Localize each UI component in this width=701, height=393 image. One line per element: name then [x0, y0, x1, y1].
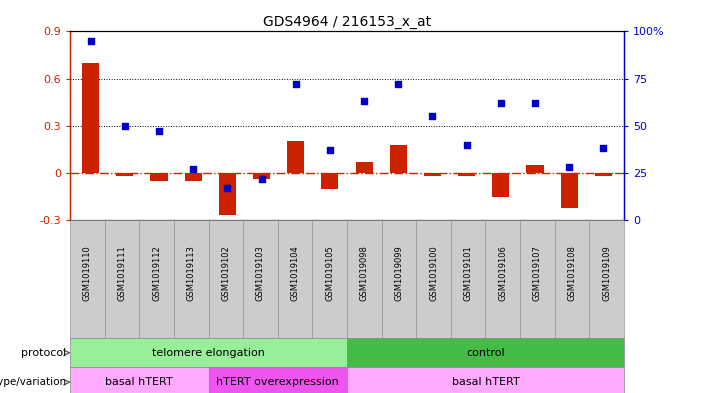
Text: GSM1019100: GSM1019100 [429, 245, 438, 301]
Point [256, 175, 267, 182]
Text: GSM1019112: GSM1019112 [152, 245, 161, 301]
Title: GDS4964 / 216153_x_at: GDS4964 / 216153_x_at [263, 15, 431, 29]
Bar [253, 173, 270, 179]
Point [358, 98, 369, 105]
Text: GSM1019113: GSM1019113 [186, 245, 196, 301]
Bar [321, 173, 339, 189]
Text: control: control [466, 348, 505, 358]
Bar [219, 173, 236, 215]
Text: hTERT overexpression: hTERT overexpression [217, 377, 339, 387]
Point [529, 100, 540, 106]
Bar [561, 173, 578, 208]
Text: GSM1019105: GSM1019105 [325, 245, 334, 301]
Text: GSM1019098: GSM1019098 [360, 245, 369, 301]
Bar [595, 173, 612, 176]
Point [290, 81, 301, 87]
Text: basal hTERT: basal hTERT [451, 377, 519, 387]
Text: telomere elongation: telomere elongation [152, 348, 265, 358]
Bar [82, 63, 99, 173]
Point [85, 38, 96, 44]
Bar [287, 141, 304, 173]
Text: GSM1019102: GSM1019102 [222, 245, 231, 301]
Bar [151, 173, 168, 181]
Text: basal hTERT: basal hTERT [105, 377, 173, 387]
Text: GSM1019106: GSM1019106 [498, 245, 508, 301]
Bar [184, 173, 202, 181]
Bar [390, 145, 407, 173]
Bar [424, 173, 441, 176]
Bar [526, 165, 543, 173]
Point [325, 147, 336, 153]
Point [461, 141, 472, 148]
Text: GSM1019111: GSM1019111 [118, 245, 126, 301]
Point [564, 164, 575, 171]
Point [119, 123, 130, 129]
Text: GSM1019101: GSM1019101 [463, 245, 472, 301]
Point [427, 113, 438, 119]
Text: GSM1019110: GSM1019110 [83, 245, 92, 301]
Bar [116, 173, 133, 176]
Bar [355, 162, 373, 173]
Text: GSM1019107: GSM1019107 [533, 245, 542, 301]
Point [188, 166, 199, 172]
Point [598, 145, 609, 152]
Text: GSM1019109: GSM1019109 [602, 245, 611, 301]
Point [222, 185, 233, 191]
Point [495, 100, 506, 106]
Point [393, 81, 404, 87]
Text: genotype/variation: genotype/variation [0, 377, 67, 387]
Text: GSM1019108: GSM1019108 [568, 245, 576, 301]
Text: GSM1019099: GSM1019099 [395, 245, 403, 301]
Point [154, 128, 165, 134]
Text: protocol: protocol [21, 348, 67, 358]
Text: GSM1019103: GSM1019103 [256, 245, 265, 301]
Text: GSM1019104: GSM1019104 [291, 245, 299, 301]
Bar [458, 173, 475, 176]
Bar [492, 173, 510, 196]
